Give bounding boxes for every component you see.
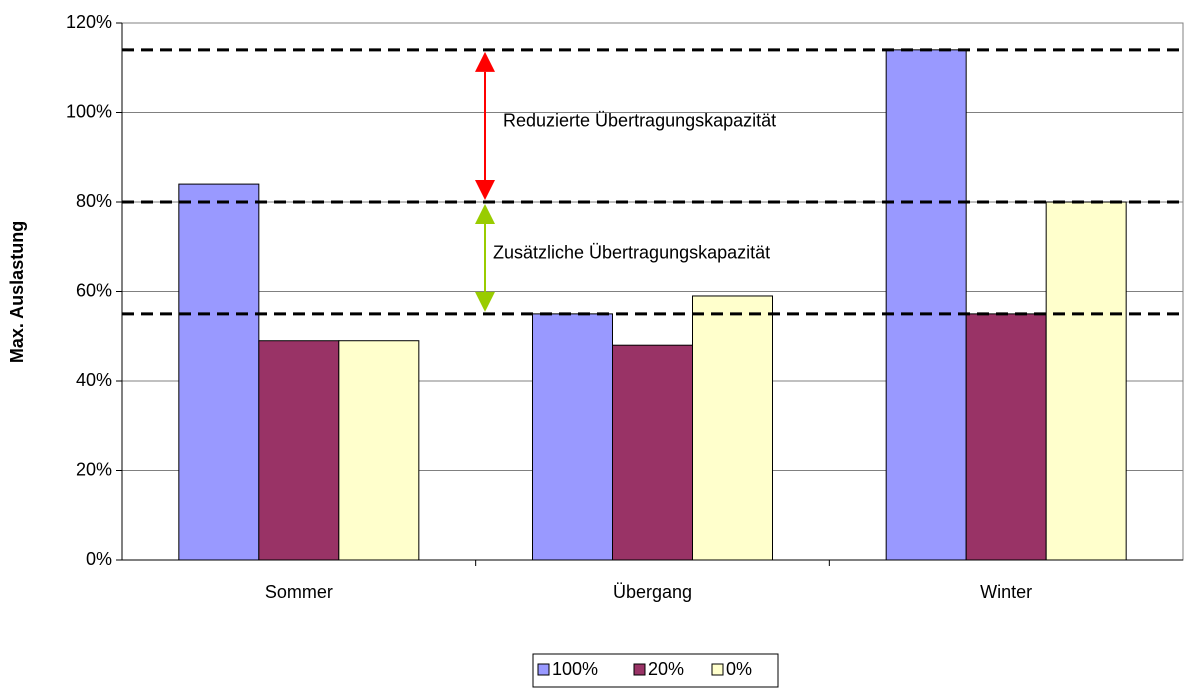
y-tick-label: 60% [76,280,112,300]
x-tick-label: Sommer [265,582,333,602]
legend-swatch [633,663,646,676]
annotation-text: Reduzierte Übertragungskapazität [503,111,776,131]
y-axis-label: Max. Auslastung [7,221,27,363]
arrow-head [475,51,495,72]
x-tick-label: Winter [980,582,1032,602]
bar [885,49,967,561]
bar [338,340,420,561]
arrow-head [475,180,495,200]
arrow-head [475,204,495,224]
bar [692,295,773,561]
legend-box [532,653,779,688]
y-tick-label: 40% [76,370,112,390]
y-tick-label: 80% [76,191,112,211]
legend-label: 0% [726,659,752,679]
y-tick-label: 20% [76,459,112,479]
y-tick-label: 0% [86,549,112,569]
bar [178,183,260,561]
x-tick-label: Übergang [613,582,692,602]
bar [1045,201,1127,561]
legend-swatch [537,663,550,676]
annotation-arrow [475,51,495,200]
legend-label: 20% [648,659,684,679]
bar [532,313,613,561]
y-tick-label: 120% [66,12,112,32]
legend-label: 100% [552,659,598,679]
bar [258,340,340,561]
legend-swatch [711,663,724,676]
annotation-text: Zusätzliche Übertragungskapazität [493,243,770,263]
bar [965,313,1047,561]
bar [612,344,693,561]
arrow-head [475,291,495,312]
annotation-arrow [475,204,495,312]
y-tick-label: 100% [66,101,112,121]
